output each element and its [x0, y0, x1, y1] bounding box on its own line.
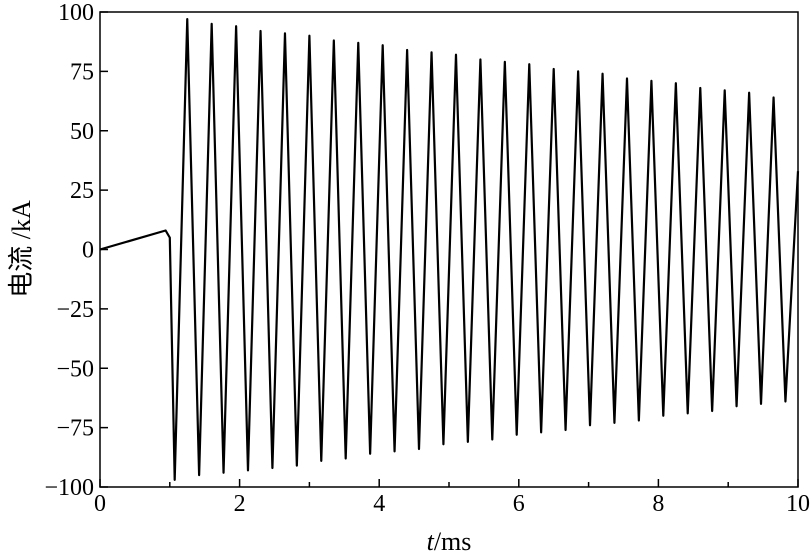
x-tick-label: 0: [94, 491, 106, 517]
y-tick-label: −75: [56, 416, 94, 442]
x-axis-title-unit: /ms: [434, 527, 472, 556]
y-axis-title: 电流 /kA: [7, 200, 36, 298]
y-tick-label: −100: [44, 475, 94, 501]
x-tick-label: 8: [652, 491, 664, 517]
current-waveform-line: [99, 18, 800, 481]
tick-labels: 0 2 4 6 8 10 100 75 50 25 0 −25 −50 −75 −100: [44, 0, 810, 517]
x-tick-label: 4: [373, 491, 385, 517]
x-axis-title: t/ms: [427, 527, 472, 556]
y-tick-label: −50: [56, 356, 94, 382]
x-tick-label: 6: [513, 491, 525, 517]
y-tick-label: 25: [70, 178, 94, 204]
y-tick-label: 75: [70, 59, 94, 85]
y-tick-label: −25: [56, 297, 94, 323]
x-tick-label: 10: [786, 491, 810, 517]
y-tick-label: 50: [70, 119, 94, 145]
y-tick-label: 0: [82, 238, 94, 264]
x-axis-title-var: t: [427, 527, 435, 556]
x-tick-label: 2: [234, 491, 246, 517]
y-tick-label: 100: [58, 0, 94, 26]
